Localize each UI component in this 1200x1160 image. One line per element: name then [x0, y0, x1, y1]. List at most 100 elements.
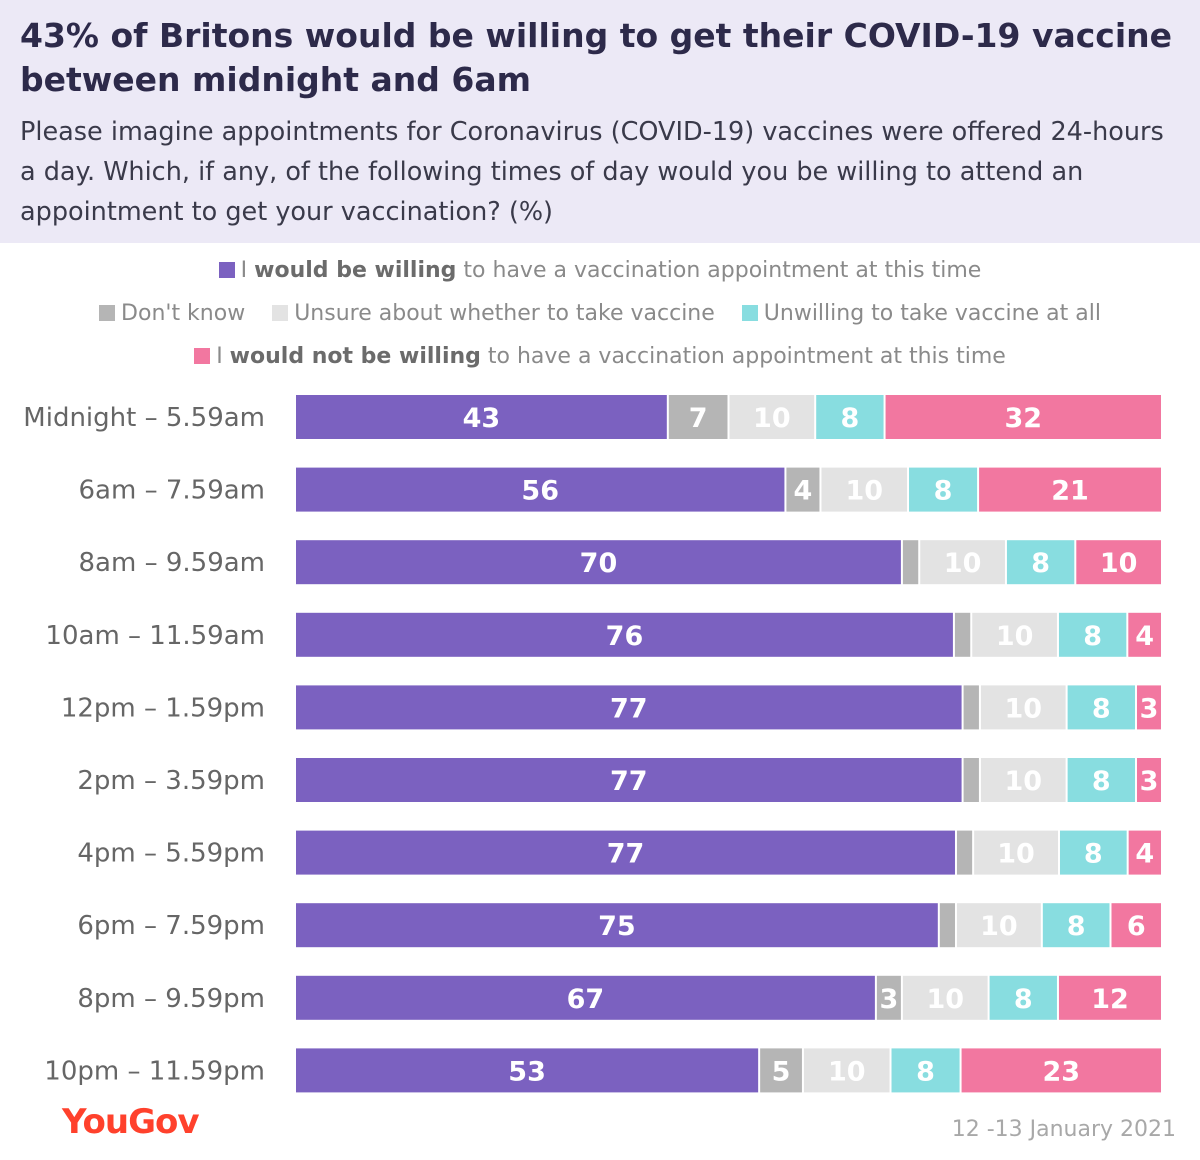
data-label: 77	[610, 766, 648, 797]
bar-segment-dont-know	[963, 685, 979, 730]
bar-segment-unwilling-all	[1058, 612, 1127, 657]
yougov-logo: YouGov	[62, 1102, 199, 1142]
bar-segment-unsure	[729, 395, 815, 439]
fieldwork-date: 12 -13 January 2021	[951, 1117, 1176, 1142]
chart-subtitle: Please imagine appointments for Coronavi…	[20, 117, 1164, 227]
data-label: 56	[521, 476, 559, 507]
data-label: 10	[753, 403, 791, 434]
bar-segment-unwilling-all	[1067, 758, 1135, 802]
bar-segment-dont-know	[760, 1048, 802, 1093]
bar-segment-not-willing	[885, 395, 1161, 439]
data-label: 32	[1004, 403, 1042, 434]
data-label: 77	[607, 839, 645, 870]
data-label: 3	[1140, 766, 1159, 797]
bar-segment-unsure	[980, 685, 1066, 730]
legend-swatch-unsure	[272, 305, 289, 321]
legend-label-unwilling-all: Unwilling to take vaccine at all	[763, 301, 1101, 326]
data-label: 10	[828, 1056, 866, 1087]
bar-segment-willing	[296, 903, 938, 948]
legend-swatch-not-willing	[194, 348, 211, 364]
bar-segment-not-willing	[1128, 830, 1161, 875]
bar-segment-unwilling-all	[1059, 830, 1127, 875]
bar-segment-willing	[296, 1048, 759, 1093]
category-label: 10pm – 11.59pm	[44, 1056, 265, 1086]
legend-item-unsure: Unsure about whether to take vaccine	[272, 301, 715, 326]
category-label: 10am – 11.59am	[45, 621, 265, 651]
bar-segment-not-willing	[1136, 758, 1161, 802]
bar-segment-unwilling-all	[1042, 903, 1110, 948]
legend-row-3: I would not be willing to have a vaccina…	[0, 344, 1200, 369]
bar-segment-not-willing	[1076, 540, 1161, 585]
legend-swatch-willing	[218, 262, 235, 278]
bar-segment-unwilling-all	[989, 975, 1057, 1020]
category-label: Midnight – 5.59am	[23, 403, 265, 433]
bar-segment-unwilling-all	[891, 1048, 960, 1093]
data-label: 8	[1092, 766, 1111, 797]
data-label: 4	[794, 476, 813, 507]
bar-segment-not-willing	[1058, 975, 1161, 1020]
bar-segment-willing	[296, 685, 962, 730]
data-label: 53	[508, 1056, 546, 1087]
data-label: 6	[1127, 911, 1146, 942]
bar-segment-unsure	[803, 1048, 890, 1093]
data-label: 77	[610, 693, 648, 724]
bar-segment-unwilling-all	[1006, 540, 1075, 585]
bar-segment-not-willing	[1128, 612, 1161, 657]
legend-row-1: I would be willing to have a vaccination…	[0, 258, 1200, 283]
bar-segment-dont-know	[902, 540, 919, 585]
bar-segment-willing	[296, 758, 962, 802]
data-label: 8	[840, 403, 859, 434]
data-label: 10	[980, 911, 1018, 942]
data-label: 8	[1084, 839, 1103, 870]
bar-segment-dont-know	[786, 467, 820, 512]
legend-label-unsure: Unsure about whether to take vaccine	[294, 301, 715, 326]
category-label: 6am – 7.59am	[79, 476, 265, 506]
bar-segment-willing	[296, 395, 667, 439]
data-label: 10	[1004, 693, 1042, 724]
data-label: 10	[926, 984, 964, 1015]
data-label: 4	[1135, 621, 1154, 652]
data-label: 5	[772, 1056, 791, 1087]
chart-title: 43% of Britons would be willing to get t…	[20, 16, 1173, 99]
bar-segment-unwilling-all	[816, 395, 884, 439]
data-label: 10	[845, 476, 883, 507]
legend-item-unwilling-all: Unwilling to take vaccine at all	[741, 301, 1101, 326]
bar-segment-unsure	[980, 758, 1066, 802]
data-label: 10	[997, 839, 1035, 870]
data-label: 23	[1042, 1056, 1080, 1087]
category-label: 12pm – 1.59pm	[61, 693, 265, 723]
legend-row-2: Don't know Unsure about whether to take …	[0, 301, 1200, 326]
data-label: 8	[1067, 911, 1086, 942]
bar-segment-willing	[296, 975, 875, 1020]
bar-segment-not-willing	[1111, 903, 1161, 948]
data-label: 8	[1014, 984, 1033, 1015]
data-label: 21	[1051, 476, 1089, 507]
legend-swatch-unwilling-all	[741, 305, 758, 321]
bar-segment-unsure	[956, 903, 1041, 948]
bar-segment-dont-know	[963, 758, 979, 802]
data-label: 4	[1135, 839, 1154, 870]
legend-label-willing: I would be willing to have a vaccination…	[240, 258, 982, 283]
data-label: 8	[934, 476, 953, 507]
data-label: 8	[1031, 548, 1050, 579]
category-label: 4pm – 5.59pm	[77, 839, 265, 869]
bar-segment-willing	[296, 830, 955, 875]
data-label: 43	[463, 403, 501, 434]
legend-item-dont-know: Don't know	[99, 301, 245, 326]
bar-segment-dont-know	[954, 612, 971, 657]
data-label: 7	[689, 403, 708, 434]
bar-segment-unsure	[902, 975, 988, 1020]
data-label: 10	[1004, 766, 1042, 797]
category-label: 2pm – 3.59pm	[77, 766, 265, 796]
legend-swatch-dont-know	[99, 305, 116, 321]
data-label: 10	[1100, 548, 1138, 579]
bar-segment-willing	[296, 612, 953, 657]
data-label: 10	[944, 548, 982, 579]
data-label: 3	[879, 984, 898, 1015]
data-label: 8	[1083, 621, 1102, 652]
bar-segment-unsure	[972, 612, 1057, 657]
bar-segment-not-willing	[1136, 685, 1161, 730]
bar-segment-unwilling-all	[1067, 685, 1135, 730]
data-label: 3	[1140, 693, 1159, 724]
